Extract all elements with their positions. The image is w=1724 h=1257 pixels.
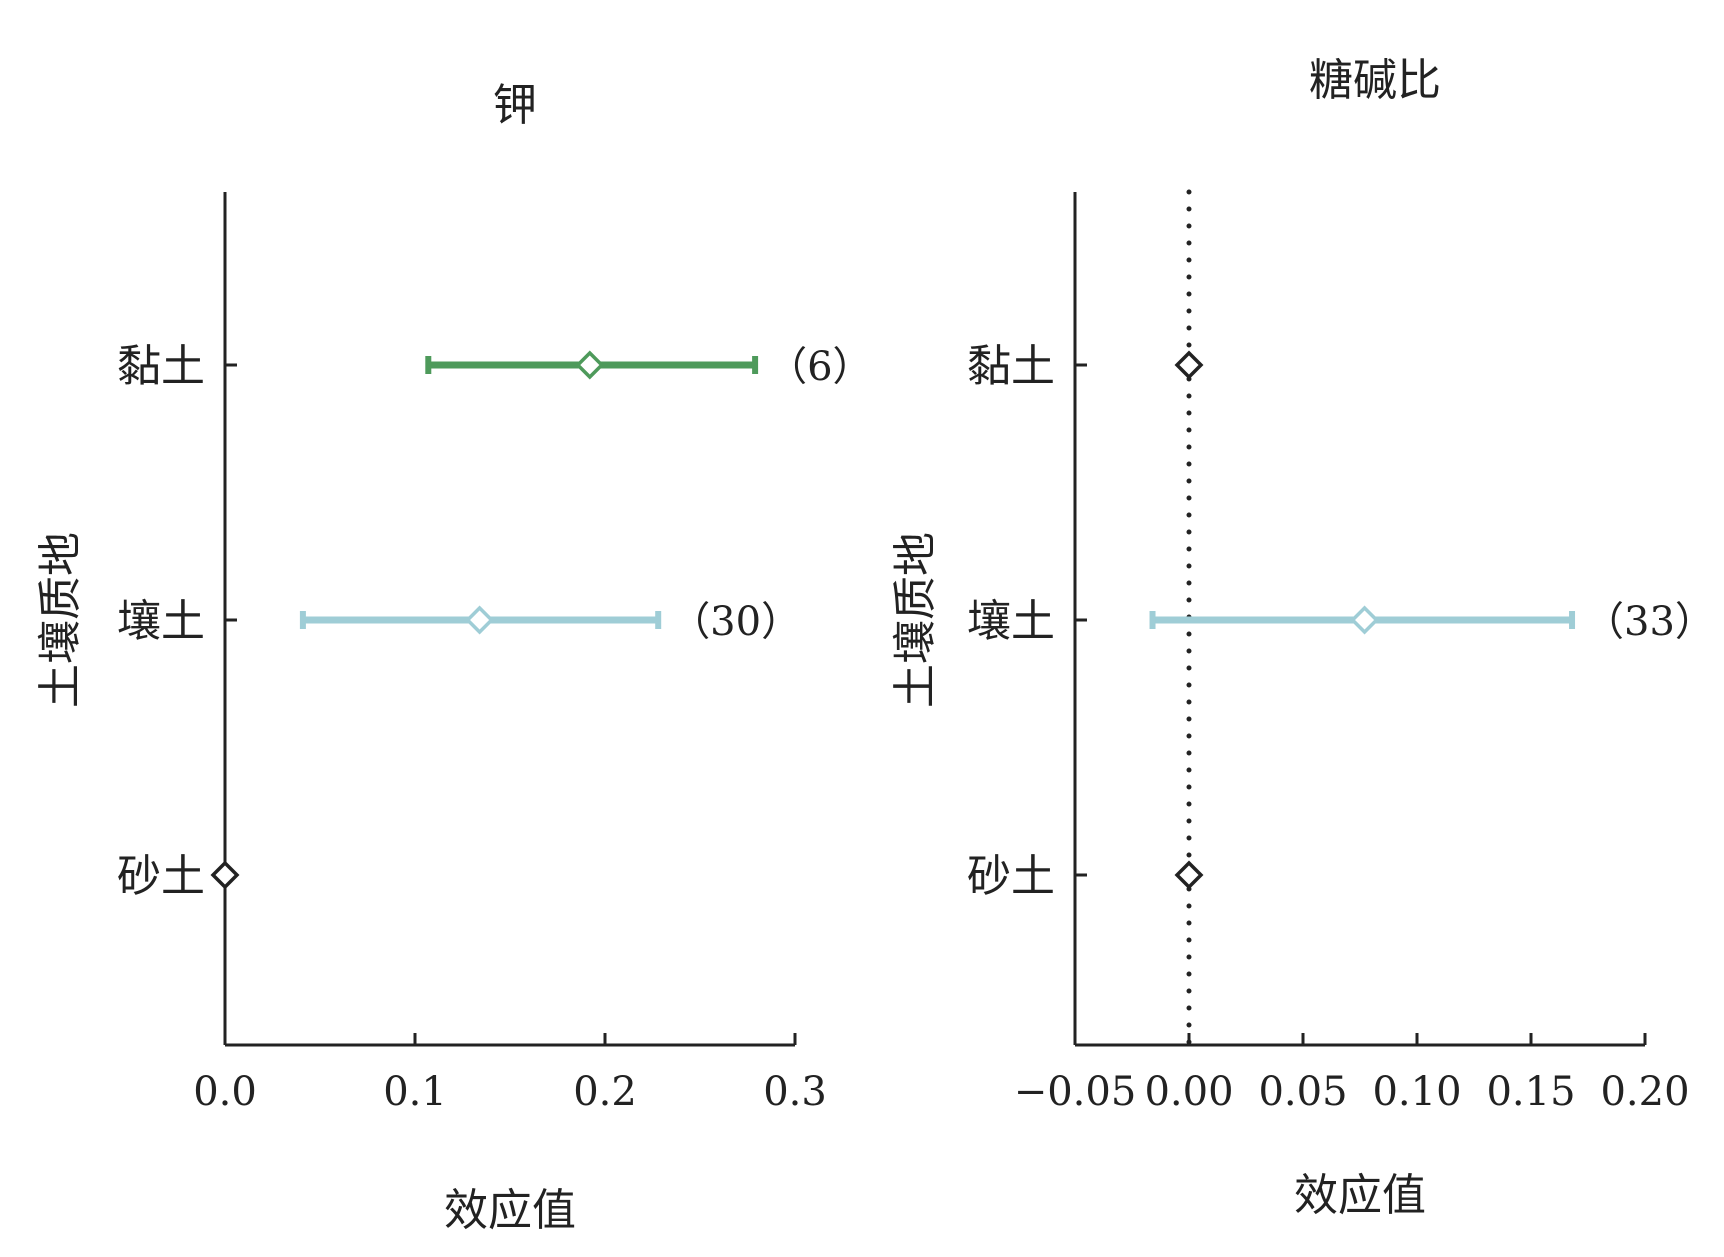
effect-point-group: （33）	[1149, 599, 1715, 645]
panel-title: 糖碱比	[1309, 55, 1441, 106]
point-estimate-diamond	[465, 605, 495, 635]
x-tick-label: 0.20	[1600, 1069, 1689, 1115]
effect-point-group: （6）	[425, 344, 873, 390]
effect-point-group	[1174, 860, 1204, 890]
x-tick-label: 0.2	[573, 1069, 637, 1115]
y-category-label: 壤土	[967, 596, 1055, 647]
x-tick-label: 0.3	[763, 1069, 827, 1115]
point-estimate-diamond	[210, 860, 240, 890]
y-axis-title: 土壤质地	[890, 532, 941, 708]
x-tick-label: −0.05	[1014, 1069, 1137, 1115]
point-estimate-diamond	[1174, 860, 1204, 890]
y-category-label: 砂土	[117, 851, 205, 902]
sample-size-label: （30）	[670, 599, 801, 645]
point-estimate-diamond	[1350, 605, 1380, 635]
x-axis-title: 效应值	[1294, 1170, 1426, 1221]
x-tick-label: 0.10	[1372, 1069, 1461, 1115]
y-category-label: 黏土	[117, 341, 205, 392]
x-tick-label: 0.1	[383, 1069, 447, 1115]
effect-point-group	[1174, 350, 1204, 380]
x-axis-title: 效应值	[444, 1185, 576, 1236]
effect-point-group: （30）	[299, 599, 801, 645]
effect-point-group	[210, 860, 240, 890]
y-axis-title: 土壤质地	[35, 532, 86, 708]
point-estimate-diamond	[575, 350, 605, 380]
y-category-label: 砂土	[967, 851, 1055, 902]
x-tick-label: 0.0	[193, 1069, 257, 1115]
sample-size-label: （33）	[1584, 599, 1715, 645]
point-estimate-diamond	[1174, 350, 1204, 380]
panel-title: 钾	[493, 80, 537, 131]
sample-size-label: （6）	[767, 344, 872, 390]
y-category-label: 壤土	[117, 596, 205, 647]
y-category-label: 黏土	[967, 341, 1055, 392]
x-tick-label: 0.05	[1258, 1069, 1347, 1115]
x-tick-label: 0.00	[1144, 1069, 1233, 1115]
x-tick-label: 0.15	[1486, 1069, 1575, 1115]
